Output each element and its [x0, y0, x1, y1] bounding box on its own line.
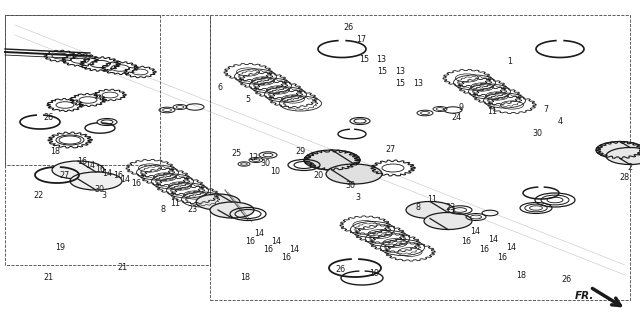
Text: 26: 26 [335, 266, 345, 275]
Text: 16: 16 [131, 180, 141, 188]
Ellipse shape [304, 150, 360, 170]
Text: 13: 13 [413, 79, 423, 89]
Text: 6: 6 [218, 84, 223, 92]
Text: 30: 30 [532, 130, 542, 139]
Text: 21: 21 [43, 274, 53, 283]
Text: 14: 14 [120, 175, 130, 185]
Text: 11: 11 [427, 196, 437, 204]
Text: 25: 25 [231, 148, 241, 157]
Ellipse shape [606, 148, 640, 164]
Text: 4: 4 [557, 117, 563, 126]
Ellipse shape [52, 161, 104, 179]
Text: 23: 23 [445, 204, 455, 212]
Text: 18: 18 [50, 148, 60, 156]
Ellipse shape [70, 172, 122, 190]
Text: 14: 14 [289, 244, 299, 253]
Text: 11: 11 [487, 108, 497, 116]
Ellipse shape [196, 194, 240, 210]
Text: 26: 26 [43, 114, 53, 123]
Text: 15: 15 [395, 79, 405, 89]
Text: 3: 3 [102, 191, 106, 201]
Text: 22: 22 [33, 191, 43, 201]
Text: 9: 9 [458, 102, 463, 111]
Text: 30: 30 [260, 158, 270, 167]
Text: 14: 14 [85, 162, 95, 171]
Text: 26: 26 [561, 275, 571, 284]
Text: 13: 13 [395, 68, 405, 76]
Text: 16: 16 [95, 164, 105, 173]
Text: 3: 3 [355, 193, 360, 202]
Text: 16: 16 [245, 237, 255, 246]
Ellipse shape [406, 202, 454, 219]
Ellipse shape [596, 141, 640, 158]
Text: 26: 26 [343, 23, 353, 33]
Text: 29: 29 [296, 148, 306, 156]
Text: 10: 10 [270, 167, 280, 177]
Text: 15: 15 [359, 55, 369, 65]
Text: 16: 16 [263, 244, 273, 253]
Text: 8: 8 [415, 203, 420, 212]
Text: 13: 13 [376, 55, 386, 65]
Text: 11: 11 [170, 198, 180, 207]
Text: 2: 2 [627, 164, 632, 172]
Text: 14: 14 [470, 228, 480, 236]
Text: 28: 28 [619, 173, 629, 182]
Ellipse shape [326, 164, 382, 184]
Text: 27: 27 [60, 172, 70, 180]
Text: 16: 16 [479, 244, 489, 253]
Text: 30: 30 [345, 181, 355, 190]
Text: 16: 16 [281, 252, 291, 261]
Text: 7: 7 [543, 106, 548, 115]
Text: 20: 20 [313, 172, 323, 180]
Text: 15: 15 [377, 68, 387, 76]
Text: 23: 23 [187, 205, 197, 214]
Text: 16: 16 [497, 252, 507, 261]
Text: 24: 24 [451, 114, 461, 123]
Text: 5: 5 [245, 95, 251, 105]
Ellipse shape [210, 202, 254, 218]
Text: 19: 19 [55, 244, 65, 252]
Text: 17: 17 [356, 36, 366, 44]
Text: 16: 16 [77, 157, 87, 166]
Text: 14: 14 [488, 236, 498, 244]
Text: 14: 14 [102, 169, 112, 178]
Text: 19: 19 [369, 269, 379, 278]
Text: 30: 30 [94, 186, 104, 195]
Text: 16: 16 [113, 172, 123, 180]
Text: 14: 14 [506, 244, 516, 252]
Text: 16: 16 [461, 236, 471, 245]
Text: 12: 12 [248, 154, 258, 163]
Text: 8: 8 [161, 205, 166, 214]
Text: 18: 18 [516, 270, 526, 279]
Text: 21: 21 [117, 263, 127, 273]
Text: 27: 27 [386, 146, 396, 155]
Text: FR.: FR. [575, 291, 594, 301]
Text: 18: 18 [240, 273, 250, 282]
Text: 1: 1 [508, 58, 513, 67]
Ellipse shape [424, 212, 472, 229]
Text: 14: 14 [254, 228, 264, 237]
Text: 14: 14 [271, 236, 281, 245]
